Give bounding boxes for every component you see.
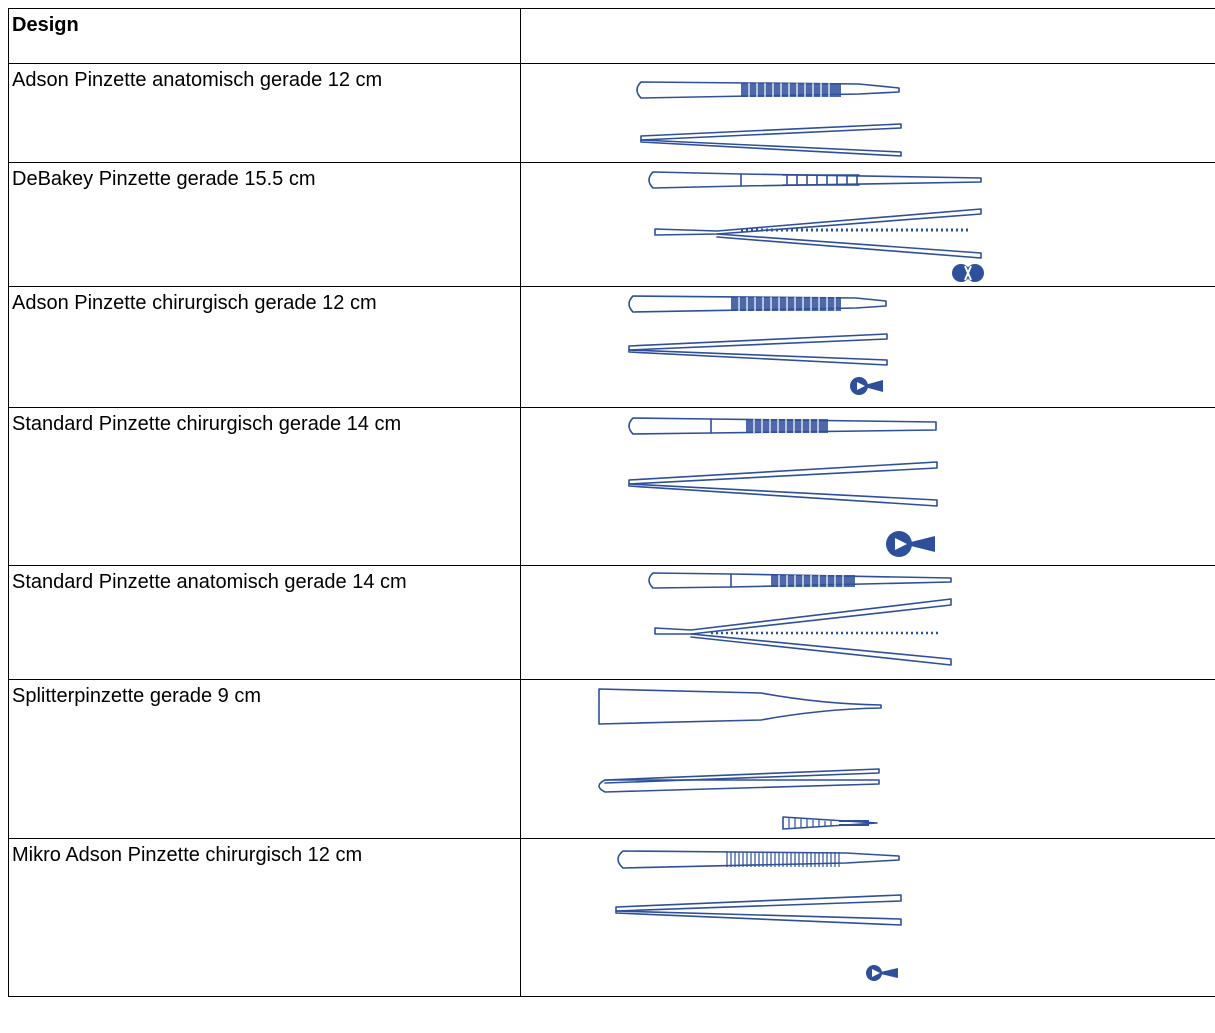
instrument-illustration <box>520 286 1215 408</box>
instrument-name: Standard Pinzette anatomisch gerade 14 c… <box>8 565 521 680</box>
grip-pattern <box>771 575 855 587</box>
surgical-tip-icon <box>886 531 935 557</box>
debakey-tip-icon <box>952 264 984 282</box>
table-row: Standard Pinzette anatomisch gerade 14 c… <box>8 565 1215 680</box>
table-row: Standard Pinzette chirurgisch gerade 14 … <box>8 407 1215 566</box>
table-row: Splitterpinzette gerade 9 cm <box>8 679 1215 839</box>
grip-pattern <box>741 83 841 97</box>
debakey-forceps-icon <box>648 171 984 282</box>
instrument-illustration <box>520 679 1215 839</box>
table-row: Adson Pinzette anatomisch gerade 12 cm <box>8 63 1215 163</box>
table-header-row: Design <box>8 8 1215 64</box>
instrument-name: Splitterpinzette gerade 9 cm <box>8 679 521 839</box>
standard-anatomic-forceps-icon <box>648 572 952 666</box>
design-header: Design <box>8 8 521 64</box>
instrument-illustration <box>520 407 1215 566</box>
instrument-name: Mikro Adson Pinzette chirurgisch 12 cm <box>8 838 521 997</box>
instrument-name: DeBakey Pinzette gerade 15.5 cm <box>8 162 521 287</box>
standard-surgical-forceps-icon <box>628 417 938 557</box>
grip-pattern <box>746 419 828 433</box>
grip-pattern <box>726 852 840 867</box>
instrument-name: Adson Pinzette anatomisch gerade 12 cm <box>8 63 521 163</box>
instrument-illustration <box>520 565 1215 680</box>
surgical-tip-icon <box>866 965 898 981</box>
table-row: DeBakey Pinzette gerade 15.5 cm <box>8 162 1215 287</box>
instrument-name: Standard Pinzette chirurgisch gerade 14 … <box>8 407 521 566</box>
instrument-illustration <box>520 63 1215 163</box>
instrument-name: Adson Pinzette chirurgisch gerade 12 cm <box>8 286 521 408</box>
table-row: Mikro Adson Pinzette chirurgisch 12 cm <box>8 838 1215 997</box>
design-header-empty <box>520 8 1215 64</box>
serrated-tip-icon <box>782 816 878 830</box>
splinter-forceps-icon <box>598 688 882 830</box>
adson-anatomic-forceps-icon <box>636 81 902 157</box>
micro-adson-surgical-forceps-icon <box>615 850 902 981</box>
grip-pattern <box>731 297 841 311</box>
adson-surgical-forceps-icon <box>628 295 888 395</box>
table-row: Adson Pinzette chirurgisch gerade 12 cm <box>8 286 1215 408</box>
surgical-tip-icon <box>850 377 883 395</box>
instrument-illustration <box>520 162 1215 287</box>
grip-pattern <box>782 174 860 186</box>
instrument-illustration <box>520 838 1215 997</box>
instrument-table: Design Adson Pinzette anatomisch gerade … <box>8 8 1215 997</box>
